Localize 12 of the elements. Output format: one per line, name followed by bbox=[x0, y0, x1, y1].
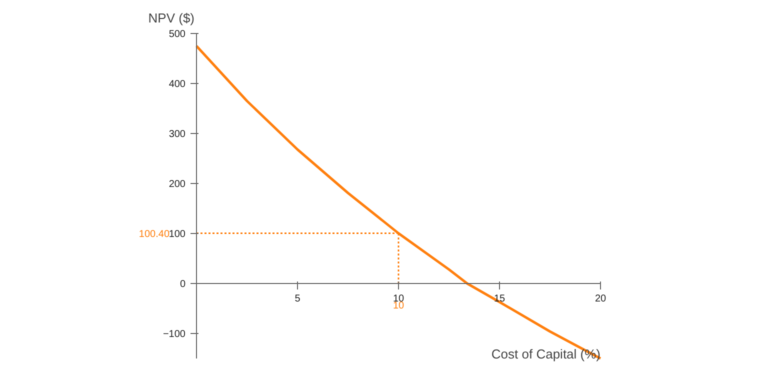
y-tick-label: 500 bbox=[168, 29, 186, 40]
y-tick-label: 400 bbox=[168, 79, 186, 90]
y-tick-label: 0 bbox=[180, 279, 186, 290]
ref-line-label: 100.40 bbox=[138, 228, 170, 240]
y-tick-label: 100 bbox=[168, 229, 186, 240]
y-tick-label: −100 bbox=[162, 329, 186, 340]
ref-line-label: 10 bbox=[392, 300, 404, 312]
x-tick-label: 5 bbox=[294, 294, 301, 304]
y-tick-label: 200 bbox=[168, 179, 186, 190]
y-tick-label: 300 bbox=[168, 129, 186, 140]
y-axis-title: NPV ($) bbox=[148, 10, 195, 26]
x-tick-label: 20 bbox=[594, 294, 606, 304]
